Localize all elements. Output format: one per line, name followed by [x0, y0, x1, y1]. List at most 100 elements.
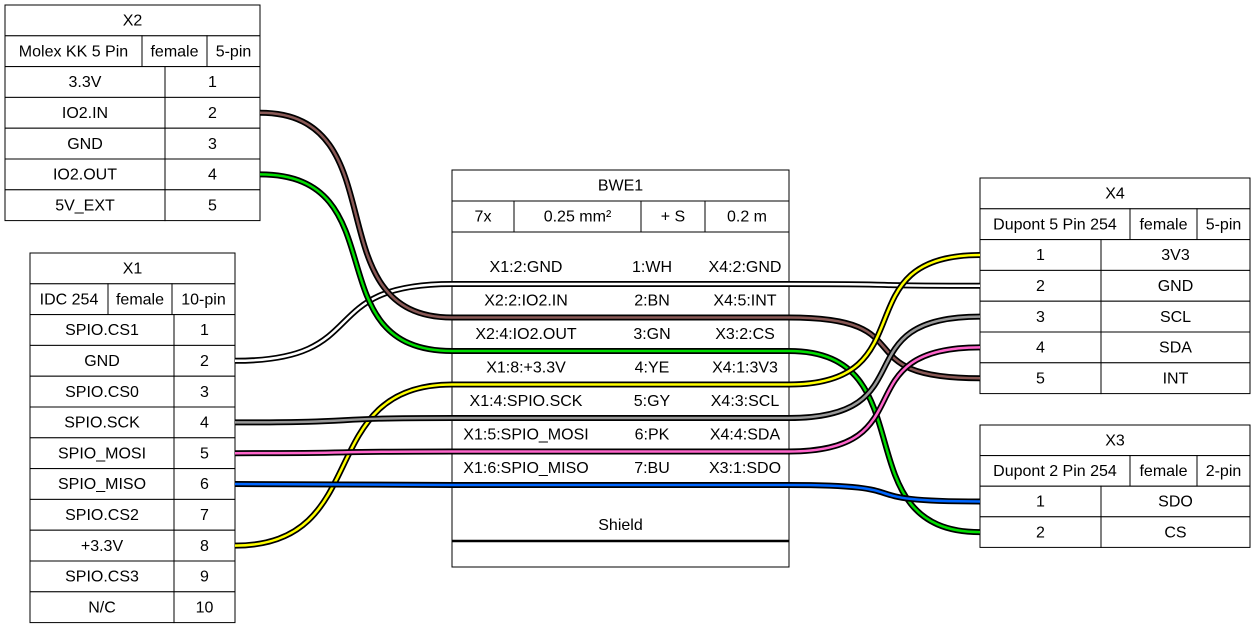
pin-pin: 9 — [200, 569, 209, 586]
table-cell — [1100, 362, 1251, 395]
wire-id: 2:BN — [634, 293, 670, 310]
pin-pin: 5 — [200, 445, 209, 462]
table-cell — [29, 591, 175, 624]
connector-pincount: 5-pin — [1206, 216, 1242, 233]
table-cell — [29, 283, 109, 316]
table-cell — [1100, 239, 1251, 271]
cable-name: BWE1 — [598, 178, 643, 195]
wire-from: X1:4:SPIO.SCK — [470, 393, 583, 410]
pin-label: N/C — [88, 599, 116, 616]
table-cell — [173, 591, 236, 624]
pin-label: SPIO.SCK — [64, 415, 140, 432]
pin-label: SDO — [1158, 494, 1193, 511]
table-cell — [164, 66, 261, 98]
pin-pin: 5 — [208, 197, 217, 214]
table-cell — [4, 4, 261, 37]
cable-gauge: 0.25 mm² — [544, 209, 612, 226]
pin-label: SPIO.CS1 — [65, 322, 139, 339]
pin-label: INT — [1163, 370, 1189, 387]
table-cell — [1196, 455, 1251, 487]
pin-pin: 7 — [200, 507, 209, 524]
pin-pin: 3 — [200, 384, 209, 401]
table-cell — [173, 375, 236, 408]
table-cell — [979, 269, 1102, 302]
table-cell — [979, 516, 1102, 548]
pin-label: GND — [84, 353, 120, 370]
wire-to: X3:1:SDO — [709, 460, 781, 477]
table-cell — [29, 437, 175, 470]
wire-id: 7:BU — [634, 460, 670, 477]
pin-label: SDA — [1159, 340, 1192, 357]
table-cell — [164, 96, 261, 129]
table-cell — [979, 424, 1251, 457]
table-cell — [1129, 455, 1198, 487]
pin-label: SPIO.CS3 — [65, 569, 139, 586]
table-cell — [513, 200, 642, 233]
wire — [259, 111, 981, 380]
table-cell — [704, 200, 790, 233]
pin-label: 5V_EXT — [55, 197, 115, 214]
connector-type: Molex KK 5 Pin — [19, 43, 128, 60]
table-cell — [1196, 208, 1251, 241]
table-cell — [1100, 300, 1251, 333]
pin-pin: 2 — [200, 353, 209, 370]
cable-length: 0.2 m — [727, 209, 767, 226]
pin-label: SPIO_MOSI — [58, 445, 146, 462]
wire — [234, 346, 981, 455]
table-cell — [206, 35, 261, 68]
pin-pin: 3 — [1036, 309, 1045, 326]
pin-label: GND — [1158, 278, 1194, 295]
pin-pin: 2 — [1036, 278, 1045, 295]
wire-from: X1:5:SPIO_MOSI — [463, 427, 588, 444]
wire-from: X2:2:IO2.IN — [484, 293, 568, 310]
wire-id: 1:WH — [632, 259, 672, 276]
pin-label: IO2.OUT — [53, 167, 117, 184]
wire-id: 6:PK — [635, 427, 670, 444]
table-cell — [1100, 269, 1251, 302]
table-cell — [1100, 516, 1251, 548]
connector-pincount: 2-pin — [1206, 463, 1242, 480]
wire-to: X4:4:SDA — [710, 427, 781, 444]
connector-name: X4 — [1105, 186, 1125, 203]
table-cell — [979, 208, 1131, 241]
wire-id: 4:YE — [635, 360, 670, 377]
pin-pin: 1 — [208, 74, 217, 91]
pin-pin: 8 — [200, 538, 209, 555]
connector-type: Dupont 5 Pin 254 — [993, 216, 1117, 233]
pin-label: 3V3 — [1161, 247, 1190, 264]
connector-type: Dupont 2 Pin 254 — [993, 463, 1117, 480]
connector-name: X1 — [123, 261, 143, 278]
wire-to: X4:5:INT — [713, 293, 776, 310]
wire-id: 3:GN — [633, 326, 670, 343]
pin-pin: 4 — [208, 167, 217, 184]
wire-to: X4:1:3V3 — [712, 360, 778, 377]
pin-pin: 2 — [1036, 524, 1045, 541]
connector-type: IDC 254 — [40, 291, 99, 308]
table-cell — [979, 362, 1102, 395]
pin-label: SPIO.CS2 — [65, 507, 139, 524]
table-cell — [29, 375, 175, 408]
pin-pin: 5 — [1036, 370, 1045, 387]
table-cell — [979, 239, 1102, 271]
wire-from: X1:6:SPIO_MISO — [463, 460, 588, 477]
wire-from: X2:4:IO2.OUT — [475, 326, 577, 343]
table-cell — [164, 158, 261, 191]
connector-pincount: 10-pin — [181, 291, 225, 308]
cable-shield: + S — [661, 209, 685, 226]
connector-pincount: 5-pin — [216, 43, 252, 60]
pin-label: SPIO.CS0 — [65, 384, 139, 401]
table-cell — [29, 498, 175, 531]
pin-pin: 10 — [196, 599, 214, 616]
cable-count: 7x — [475, 209, 492, 226]
table-cell — [107, 283, 173, 316]
table-cell — [29, 344, 175, 377]
pin-pin: 6 — [200, 476, 209, 493]
wire-to: X4:3:SCL — [711, 393, 780, 410]
shield-label: Shield — [598, 517, 642, 534]
wire-from: X1:2:GND — [490, 259, 563, 276]
wire-id: 5:GY — [634, 393, 671, 410]
pin-label: SCL — [1160, 309, 1191, 326]
pin-pin: 1 — [1036, 494, 1045, 511]
table-cell — [4, 35, 143, 68]
